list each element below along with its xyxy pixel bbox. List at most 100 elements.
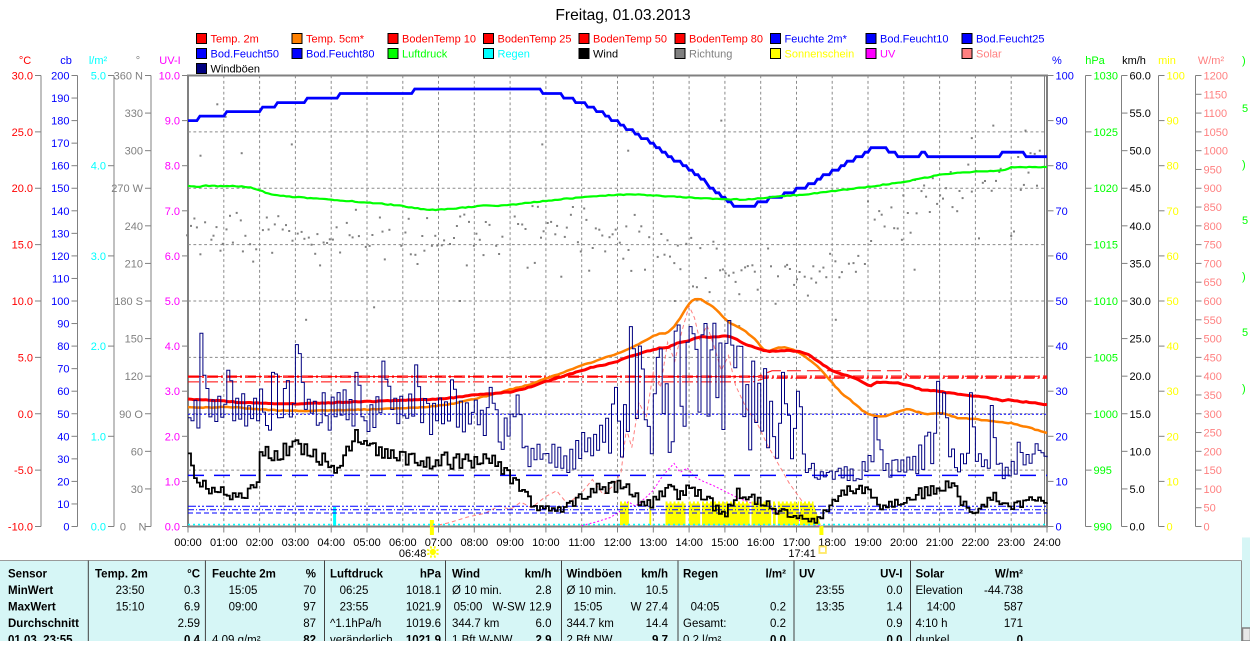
svg-text:cb: cb [60, 55, 72, 67]
svg-text:23:55: 23:55 [340, 602, 369, 614]
svg-text:20: 20 [1056, 431, 1068, 443]
svg-text:Feuchte 2m*: Feuchte 2m* [785, 34, 848, 46]
svg-text:BodenTemp 25: BodenTemp 25 [498, 34, 572, 46]
svg-text:23:00: 23:00 [997, 537, 1025, 549]
svg-text:10:00: 10:00 [532, 537, 560, 549]
svg-text:05:00: 05:00 [454, 602, 483, 614]
svg-text:Ø 10 min.: Ø 10 min. [452, 585, 502, 597]
svg-text:200: 200 [51, 71, 69, 83]
svg-text:700: 700 [1204, 258, 1222, 270]
svg-text:Ø 10 min.: Ø 10 min. [567, 585, 617, 597]
svg-text:14:00: 14:00 [675, 537, 703, 549]
svg-text:30: 30 [131, 484, 143, 496]
svg-text:990: 990 [1094, 522, 1112, 534]
svg-text:04:05: 04:05 [691, 602, 720, 614]
svg-text:Luftdruck: Luftdruck [402, 49, 448, 61]
svg-text:60: 60 [1167, 251, 1179, 263]
svg-text:950: 950 [1204, 165, 1222, 177]
svg-text:17:41: 17:41 [788, 548, 816, 560]
svg-text:30.0: 30.0 [12, 71, 33, 83]
svg-text:04:00: 04:00 [317, 537, 345, 549]
svg-text:°C: °C [187, 569, 200, 581]
svg-text:60.0: 60.0 [1130, 71, 1151, 83]
svg-text:veränderlich: veränderlich [330, 635, 393, 642]
svg-text:Richtung: Richtung [689, 49, 732, 61]
svg-text:11:00: 11:00 [568, 537, 595, 549]
svg-text:100: 100 [1056, 71, 1074, 83]
svg-text:4.0: 4.0 [91, 161, 106, 173]
svg-text:km/h: km/h [641, 569, 668, 581]
svg-text:21:00: 21:00 [926, 537, 954, 549]
svg-text:300: 300 [125, 146, 143, 158]
svg-text:600: 600 [1204, 296, 1222, 308]
svg-text:25.0: 25.0 [1130, 334, 1151, 346]
svg-text:5: 5 [1242, 327, 1248, 339]
svg-text:587: 587 [1004, 602, 1023, 614]
svg-text:850: 850 [1204, 202, 1222, 214]
svg-text:BodenTemp 80: BodenTemp 80 [689, 34, 763, 46]
svg-text:hPa: hPa [420, 569, 442, 581]
svg-text:360 N: 360 N [114, 71, 143, 83]
svg-text:10.5: 10.5 [646, 585, 668, 597]
svg-text:1005: 1005 [1094, 352, 1118, 364]
svg-text:90: 90 [57, 319, 69, 331]
svg-text:97: 97 [303, 602, 316, 614]
svg-text:140: 140 [51, 206, 69, 218]
svg-text:10.0: 10.0 [159, 71, 180, 83]
svg-text:BodenTemp 50: BodenTemp 50 [593, 34, 667, 46]
svg-text:%: % [306, 569, 316, 581]
svg-text:4:10 h: 4:10 h [916, 618, 948, 630]
svg-text:0.2: 0.2 [770, 618, 786, 630]
svg-text:350: 350 [1204, 390, 1222, 402]
svg-text:Gesamt:: Gesamt: [683, 618, 726, 630]
svg-text:40.0: 40.0 [1130, 221, 1151, 233]
svg-text:82: 82 [303, 635, 316, 642]
svg-text:): ) [1242, 271, 1246, 283]
svg-text:60: 60 [57, 386, 69, 398]
svg-text:0.4: 0.4 [184, 635, 201, 642]
svg-text:Regen: Regen [683, 569, 718, 581]
svg-text:210: 210 [125, 258, 143, 270]
svg-text:5: 5 [1242, 215, 1248, 227]
svg-text:Wind: Wind [593, 49, 618, 61]
svg-text:0: 0 [1204, 522, 1210, 534]
svg-text:750: 750 [1204, 240, 1222, 252]
svg-text:08:00: 08:00 [461, 537, 489, 549]
svg-text:3.0: 3.0 [165, 386, 180, 398]
svg-text:87: 87 [303, 618, 316, 630]
svg-text:50: 50 [1167, 296, 1179, 308]
svg-text:100: 100 [1204, 484, 1222, 496]
svg-text:7.0: 7.0 [165, 206, 180, 218]
svg-text:13:35: 13:35 [816, 602, 845, 614]
svg-text:1200: 1200 [1204, 71, 1228, 83]
svg-text:171: 171 [1004, 618, 1023, 630]
svg-text:9.0: 9.0 [165, 116, 180, 128]
svg-text:3.0: 3.0 [91, 251, 106, 263]
svg-text:°: ° [136, 55, 140, 67]
svg-text:1.0: 1.0 [165, 476, 180, 488]
svg-text:1.0: 1.0 [91, 431, 106, 443]
svg-text:W/m²: W/m² [995, 569, 1023, 581]
svg-text:0: 0 [1017, 635, 1023, 642]
svg-text:02:00: 02:00 [246, 537, 274, 549]
svg-text:0.9: 0.9 [887, 618, 903, 630]
svg-text:15:10: 15:10 [116, 602, 145, 614]
svg-text:120: 120 [51, 251, 69, 263]
svg-text:50.0: 50.0 [1130, 146, 1151, 158]
svg-text:200: 200 [1204, 446, 1222, 458]
svg-text:344.7 km: 344.7 km [452, 618, 499, 630]
svg-text:100: 100 [1167, 71, 1185, 83]
svg-text:06:48: 06:48 [399, 548, 427, 560]
svg-text:1030: 1030 [1094, 71, 1118, 83]
svg-text:min: min [1158, 55, 1176, 67]
svg-text:330: 330 [125, 108, 143, 120]
svg-text:90: 90 [1167, 116, 1179, 128]
svg-text:4.09 g/m²: 4.09 g/m² [212, 635, 261, 642]
svg-text:9.7: 9.7 [652, 635, 668, 642]
svg-text:dunkel: dunkel [916, 635, 950, 642]
svg-text:Luftdruck: Luftdruck [330, 569, 384, 581]
svg-text:05:00: 05:00 [353, 537, 381, 549]
svg-text:150: 150 [51, 183, 69, 195]
svg-text:70: 70 [1167, 206, 1179, 218]
svg-text:0.0: 0.0 [1130, 522, 1145, 534]
